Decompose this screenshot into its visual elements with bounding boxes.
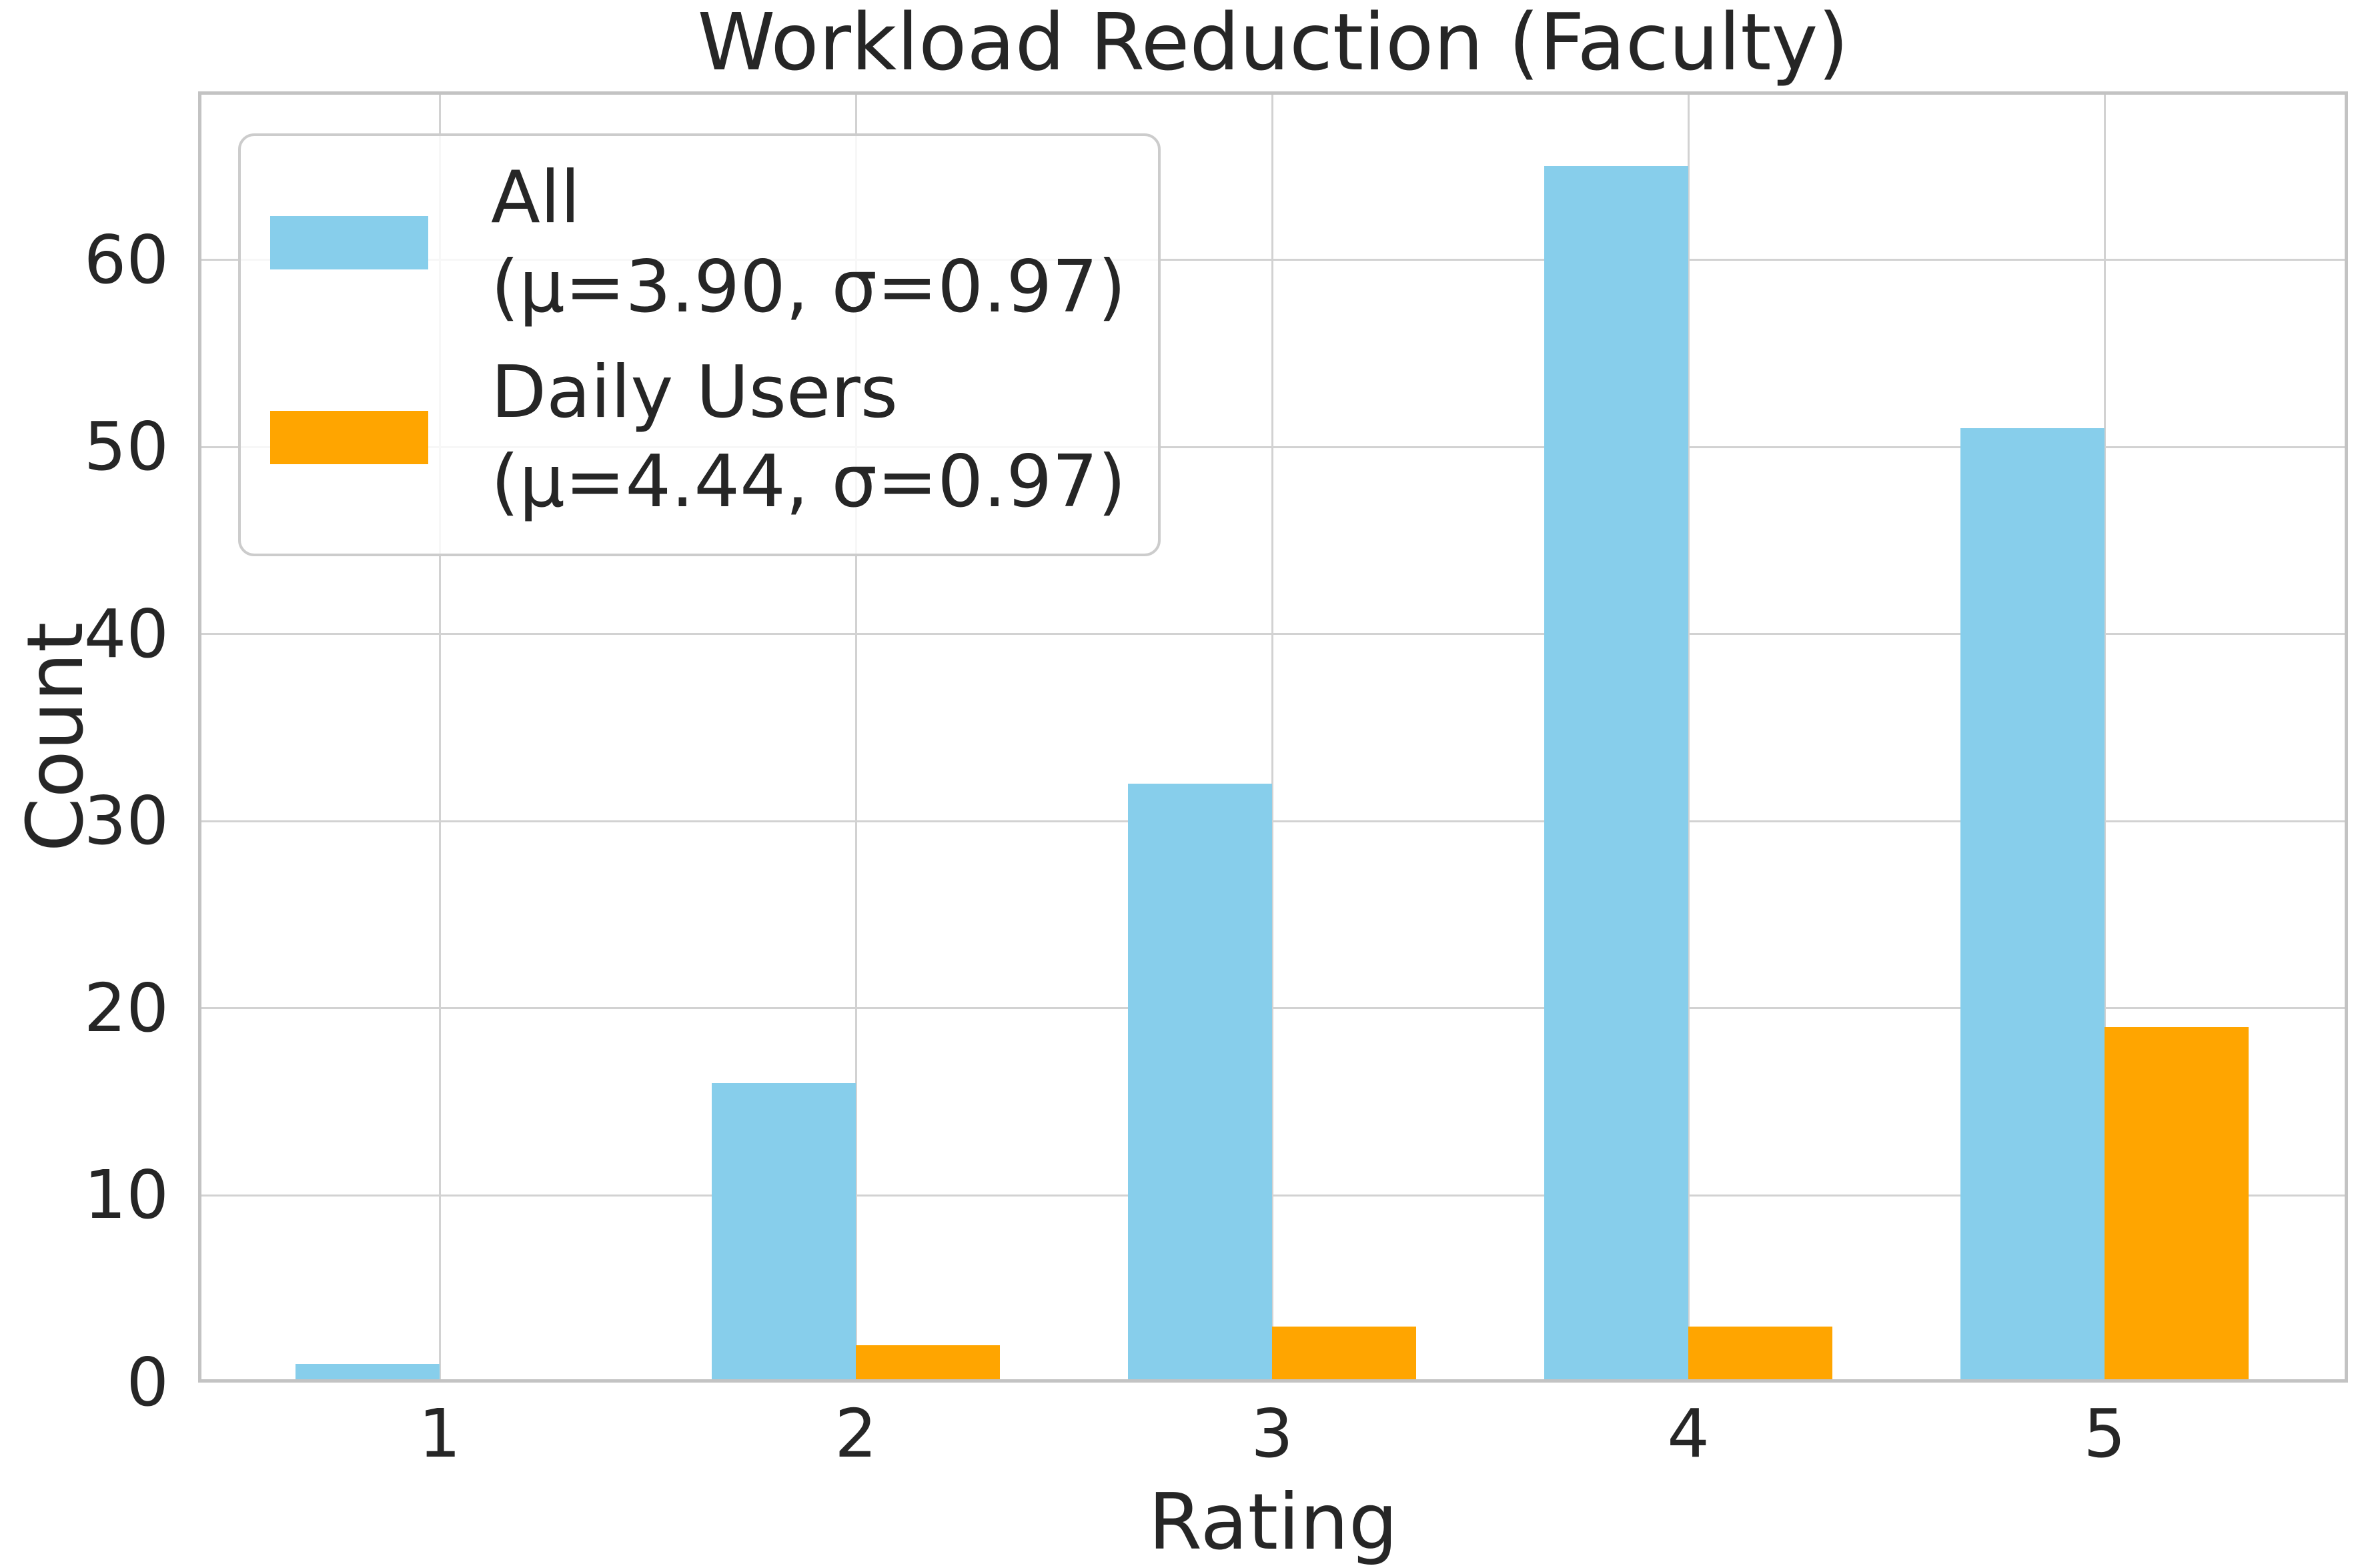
h-gridline-10 (198, 1194, 2348, 1197)
bar-daily-users-rating-2 (856, 1345, 1000, 1383)
bar-all-rating-2 (712, 1083, 856, 1383)
chart-title: Workload Reduction (Faculty) (697, 0, 1849, 88)
y-tick-label-40: 40 (83, 594, 169, 673)
legend-label-daily-users-stats: (μ=4.44, σ=0.97) (491, 440, 1127, 524)
x-axis-label: Rating (1148, 1477, 1398, 1567)
legend-label-all-stats: (μ=3.90, σ=0.97) (491, 245, 1127, 329)
x-tick-label-3: 3 (1251, 1395, 1293, 1473)
legend-entry-all: All (μ=3.90, σ=0.97) (270, 153, 1126, 332)
y-tick-label-10: 10 (83, 1156, 169, 1235)
h-gridline-30 (198, 820, 2348, 822)
y-axis-label: Count (11, 622, 101, 852)
v-gridline-1 (438, 91, 441, 1383)
legend: All (μ=3.90, σ=0.97) Daily Users (μ=4.44… (238, 133, 1161, 556)
v-gridline-5 (2103, 91, 2106, 1383)
x-tick-label-1: 1 (418, 1395, 461, 1473)
legend-label-all-name: All (491, 156, 580, 239)
legend-label-all: All (μ=3.90, σ=0.97) (491, 153, 1126, 332)
v-gridline-4 (1687, 91, 1690, 1383)
x-tick-label-5: 5 (2083, 1395, 2126, 1473)
h-gridline-40 (198, 633, 2348, 636)
h-gridline-60 (198, 259, 2348, 261)
plot-area (198, 91, 2348, 1383)
y-tick-label-60: 60 (83, 220, 169, 299)
bar-all-rating-4 (1544, 166, 1688, 1383)
y-tick-label-0: 0 (126, 1343, 169, 1421)
v-gridline-3 (1271, 91, 1273, 1383)
legend-swatch-daily-users (270, 411, 428, 464)
x-tick-label-2: 2 (834, 1395, 877, 1473)
legend-entry-daily-users: Daily Users (μ=4.44, σ=0.97) (270, 348, 1126, 527)
h-gridline-50 (198, 446, 2348, 448)
y-tick-label-30: 30 (83, 782, 169, 860)
bar-all-rating-5 (1960, 428, 2105, 1383)
y-tick-label-50: 50 (83, 408, 169, 486)
h-gridline-20 (198, 1007, 2348, 1010)
bar-daily-users-rating-4 (1688, 1326, 1832, 1383)
legend-label-daily-users-name: Daily Users (491, 351, 899, 434)
bar-daily-users-rating-5 (2105, 1026, 2249, 1383)
bar-daily-users-rating-3 (1272, 1326, 1416, 1383)
y-tick-label-20: 20 (83, 968, 169, 1047)
legend-swatch-all (270, 216, 428, 269)
x-tick-label-4: 4 (1667, 1395, 1710, 1473)
bar-all-rating-3 (1128, 784, 1272, 1383)
v-gridline-2 (854, 91, 857, 1383)
legend-label-daily-users: Daily Users (μ=4.44, σ=0.97) (491, 348, 1126, 527)
bar-all-rating-1 (295, 1363, 440, 1383)
